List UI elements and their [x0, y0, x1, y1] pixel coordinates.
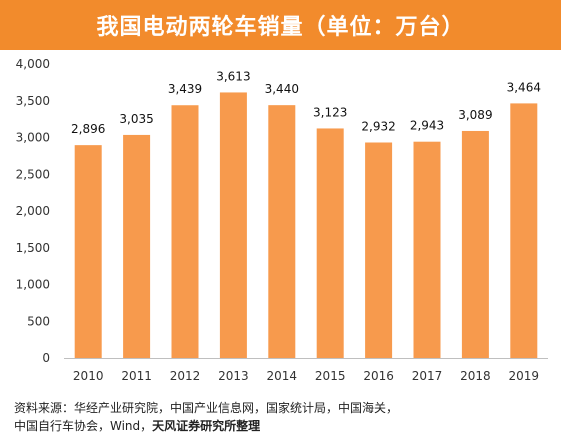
- y-axis-ticks: 0 500 1,000 1,500 2,000 2,500 3,000 3,500 4,000: [16, 57, 50, 365]
- x-tick-label: 2010: [73, 369, 104, 383]
- source-line-1: 资料来源：华经产业研究院，中国产业信息网，国家统计局，中国海关，: [14, 401, 399, 415]
- x-tick-label: 2014: [267, 369, 298, 383]
- x-tick-label: 2015: [315, 369, 346, 383]
- bar: [316, 128, 344, 358]
- y-tick-label: 4,000: [16, 57, 50, 71]
- chart-title-banner: 我国电动两轮车销量（单位：万台）: [0, 0, 561, 50]
- y-tick-label: 2,000: [16, 204, 50, 218]
- y-tick-label: 0: [42, 351, 50, 365]
- x-tick-label: 2019: [509, 369, 540, 383]
- x-tick-label: 2011: [121, 369, 152, 383]
- bar-chart: 05001,0001,5002,0002,5003,0003,5004,000 …: [16, 57, 548, 383]
- bar: [365, 142, 393, 358]
- bar: [74, 145, 102, 358]
- bar: [461, 130, 489, 358]
- source-line-2: 中国自行车协会，Wind，天风证券研究所整理: [14, 417, 554, 435]
- x-tick-label: 2017: [412, 369, 443, 383]
- bar: [123, 134, 151, 358]
- y-tick-label: 3,000: [16, 131, 50, 145]
- source-line-2-bold: 天风证券研究所整理: [152, 419, 261, 433]
- x-tick-label: 2016: [363, 369, 394, 383]
- y-tick-label: 2,500: [16, 167, 50, 181]
- x-tick-label: 2012: [170, 369, 201, 383]
- bar: [171, 105, 199, 358]
- data-label: 2,943: [410, 119, 444, 133]
- y-tick-label: 500: [27, 314, 50, 328]
- x-tick-label: 2013: [218, 369, 249, 383]
- data-labels: 2,896 3,035 3,439 3,613 3,440 3,123 2,932 2,943…: [71, 69, 541, 136]
- data-label: 3,035: [119, 112, 153, 126]
- y-tick-label: 1,500: [16, 241, 50, 255]
- data-label: 3,613: [216, 69, 250, 83]
- data-label: 3,439: [168, 82, 202, 96]
- data-label: 2,896: [71, 122, 105, 136]
- y-tick-label: 3,500: [16, 94, 50, 108]
- data-label: 3,089: [458, 108, 492, 122]
- source-line-2-plain: 中国自行车协会，Wind，: [14, 419, 153, 433]
- x-axis-ticks: 2010 2011 2012 2013 2014 2015 2016 2017 2018 2019: [73, 369, 539, 383]
- bars: [74, 92, 538, 358]
- data-label: 3,464: [507, 80, 541, 94]
- chart-title: 我国电动两轮车销量（单位：万台）: [96, 15, 465, 40]
- data-label: 3,440: [265, 82, 299, 96]
- bar: [268, 105, 296, 358]
- bar: [510, 103, 538, 358]
- source-note: 资料来源：华经产业研究院，中国产业信息网，国家统计局，中国海关， 中国自行车协会…: [14, 399, 554, 435]
- bar: [219, 92, 247, 358]
- data-label: 2,932: [361, 119, 395, 133]
- bar: [413, 141, 441, 358]
- y-tick-label: 1,000: [16, 278, 50, 292]
- x-tick-label: 2018: [460, 369, 491, 383]
- data-label: 3,123: [313, 105, 347, 119]
